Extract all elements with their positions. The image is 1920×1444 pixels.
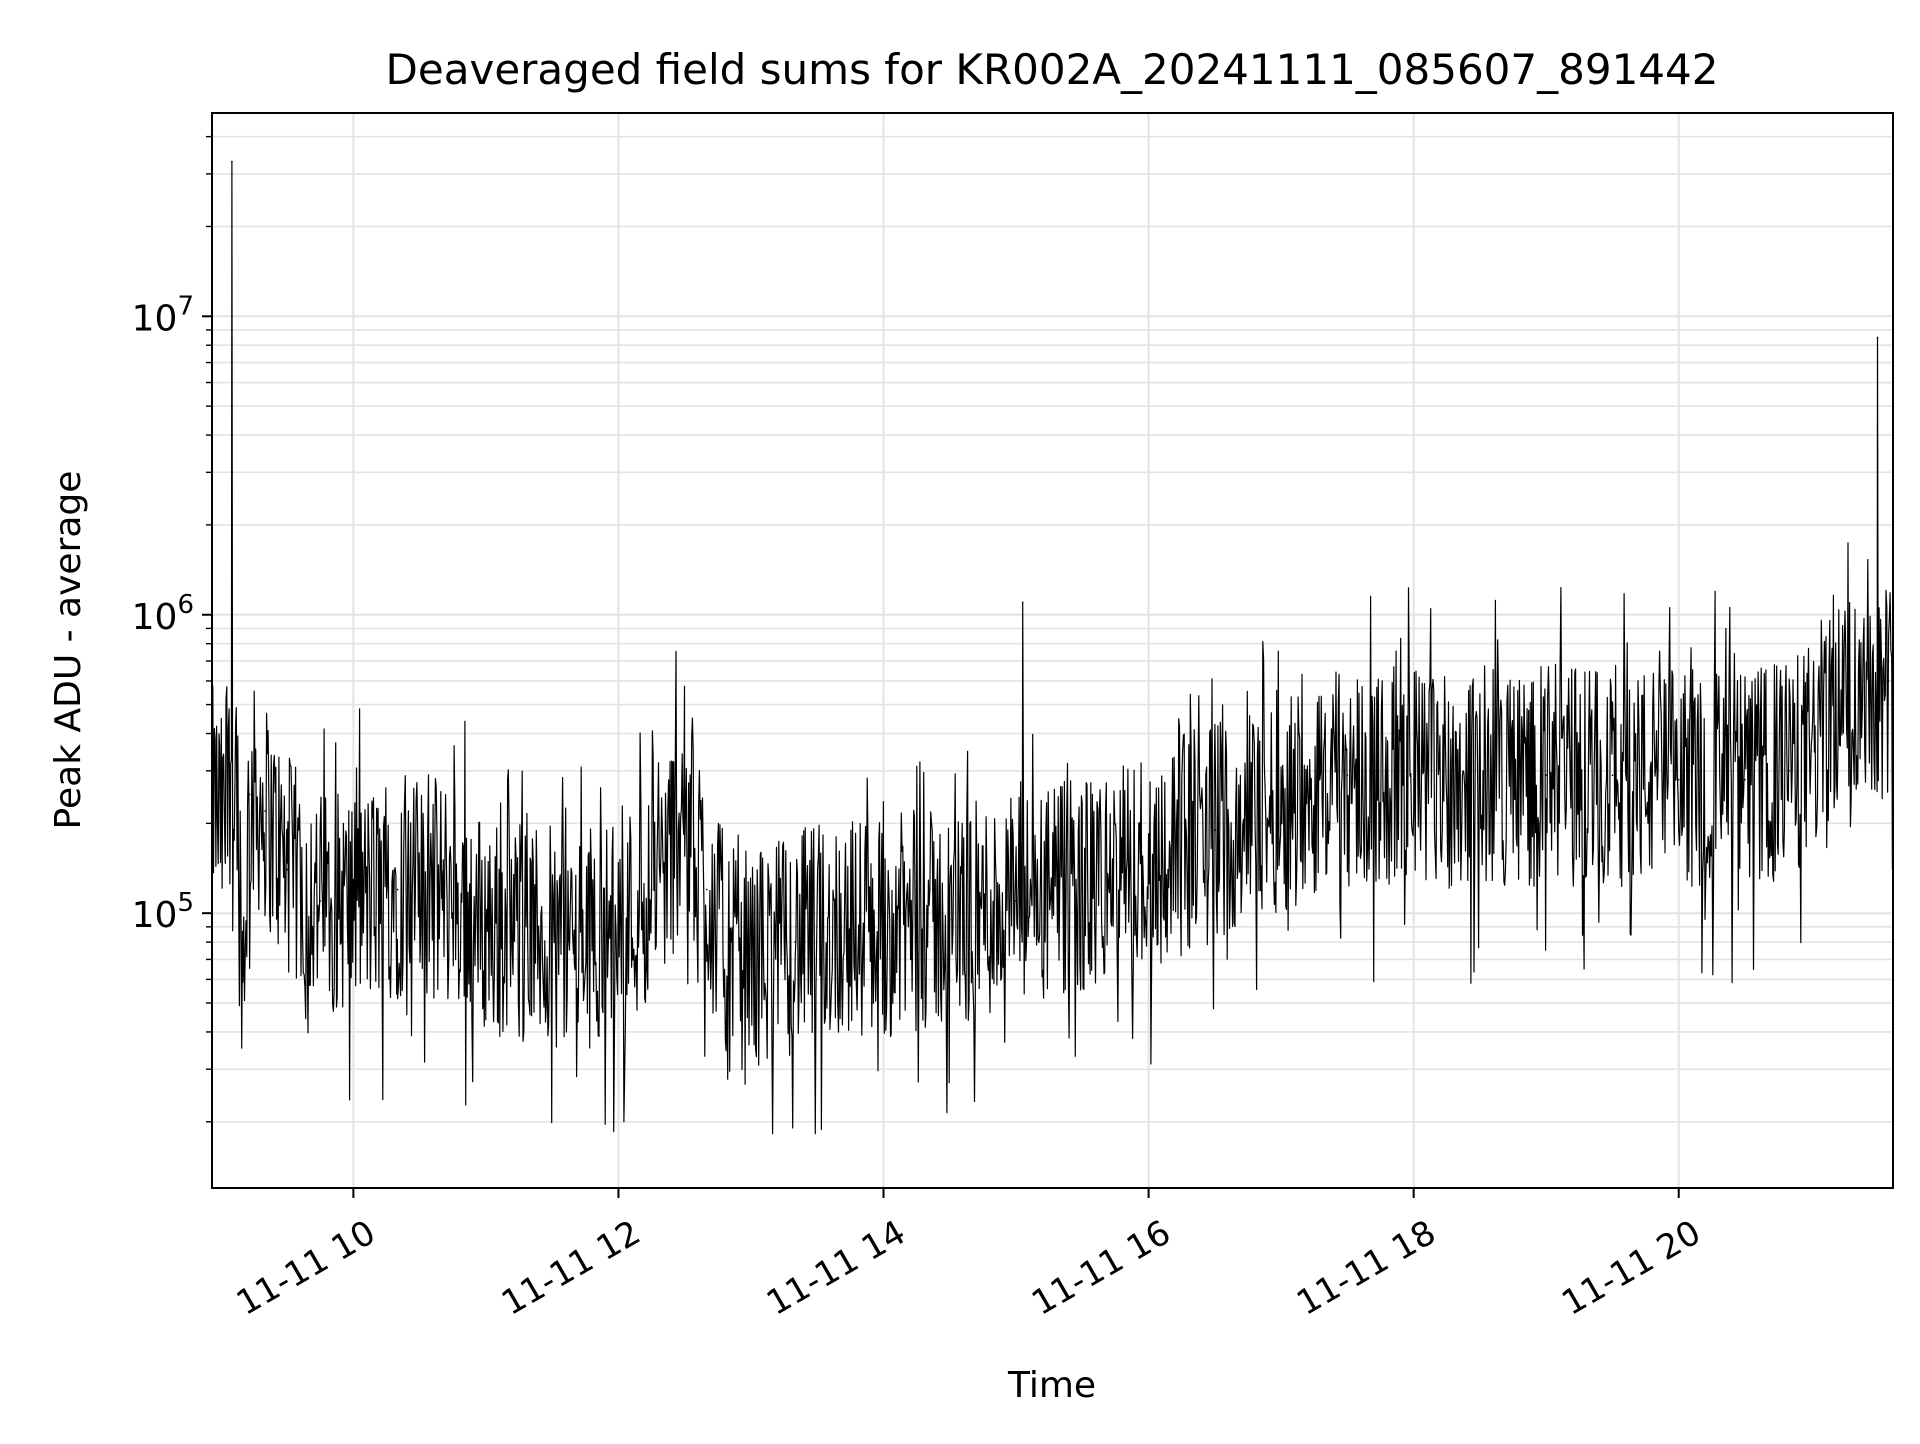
- x-tick-label: 11-11 14: [760, 1213, 912, 1324]
- x-tick-label: 11-11 16: [1025, 1213, 1177, 1324]
- data-point: [1788, 770, 1790, 772]
- data-point: [1081, 888, 1084, 891]
- data-point: [1015, 900, 1017, 902]
- data-point: [440, 888, 443, 891]
- data-point: [264, 810, 266, 812]
- data-point: [231, 160, 233, 163]
- data-point: [248, 793, 251, 796]
- data-point: [1147, 859, 1150, 862]
- data-point: [1744, 778, 1746, 781]
- data-point: [728, 958, 730, 961]
- data-point: [617, 926, 620, 928]
- y-tick-label: 106: [132, 590, 194, 638]
- data-point: [1677, 778, 1680, 781]
- data-point: [1810, 750, 1813, 752]
- data-point: [1214, 829, 1216, 831]
- data-point: [672, 843, 675, 846]
- data-point: [1887, 680, 1890, 682]
- data-point: [1346, 774, 1349, 776]
- data-point: [485, 926, 487, 928]
- y-tick-label: 107: [132, 291, 194, 339]
- data-point: [683, 793, 686, 796]
- data-point: [650, 888, 653, 891]
- data-point: [235, 750, 238, 752]
- data-point: [1876, 336, 1879, 339]
- data-series-line: [211, 161, 1894, 1135]
- data-point: [352, 900, 355, 902]
- grid-layer: [212, 113, 1893, 1188]
- data-point: [1479, 774, 1481, 776]
- data-point: [1545, 774, 1547, 776]
- x-axis-label: Time: [1007, 1365, 1096, 1406]
- chart-title: Deaveraged field sums for KR002A_2024111…: [386, 45, 1719, 94]
- data-point: [1021, 601, 1024, 604]
- data-point: [224, 836, 227, 838]
- data-point: [1832, 703, 1835, 706]
- data-point: [1280, 798, 1282, 801]
- data-point: [882, 926, 885, 928]
- data-point: [949, 919, 951, 921]
- series-layer: [211, 160, 1894, 1135]
- data-point: [706, 888, 708, 891]
- x-tick-label: 11-11 12: [495, 1213, 647, 1324]
- data-point: [1611, 774, 1614, 776]
- data-point: [396, 888, 399, 891]
- x-tick-label: 11-11 18: [1290, 1213, 1442, 1324]
- y-axis-label: Peak ADU - average: [48, 471, 89, 830]
- y-tick-label: 105: [132, 888, 194, 936]
- data-point: [529, 933, 531, 936]
- data-point: [242, 978, 244, 981]
- data-point: [1412, 778, 1415, 781]
- data-point: [286, 868, 288, 871]
- plot-frame: [211, 112, 1894, 1189]
- x-tick-label: 11-11 10: [230, 1213, 382, 1324]
- x-tick-label: 11-11 20: [1555, 1213, 1707, 1324]
- data-point: [1854, 698, 1857, 701]
- data-point: [319, 900, 322, 902]
- data-point: [794, 941, 796, 943]
- data-point: [750, 958, 752, 961]
- data-point: [573, 941, 576, 943]
- data-point: [838, 926, 841, 928]
